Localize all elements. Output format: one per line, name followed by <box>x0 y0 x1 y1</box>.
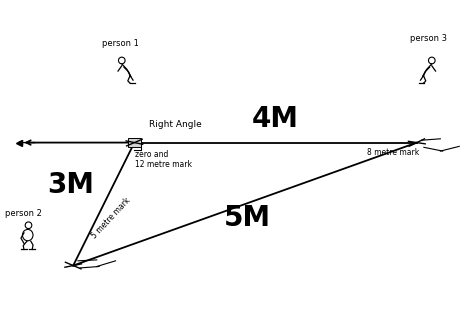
Text: person 1: person 1 <box>102 39 139 48</box>
FancyBboxPatch shape <box>128 138 141 147</box>
Text: 3M: 3M <box>47 171 94 199</box>
Text: 5 metre mark: 5 metre mark <box>90 196 132 241</box>
Text: 8 metre mark: 8 metre mark <box>367 148 419 157</box>
Text: zero and
12 metre mark: zero and 12 metre mark <box>136 150 192 169</box>
Text: 5M: 5M <box>224 204 271 232</box>
Text: person 3: person 3 <box>410 34 447 43</box>
Text: Right Angle: Right Angle <box>149 120 202 129</box>
Text: 4M: 4M <box>252 105 299 133</box>
Text: person 2: person 2 <box>5 209 42 218</box>
